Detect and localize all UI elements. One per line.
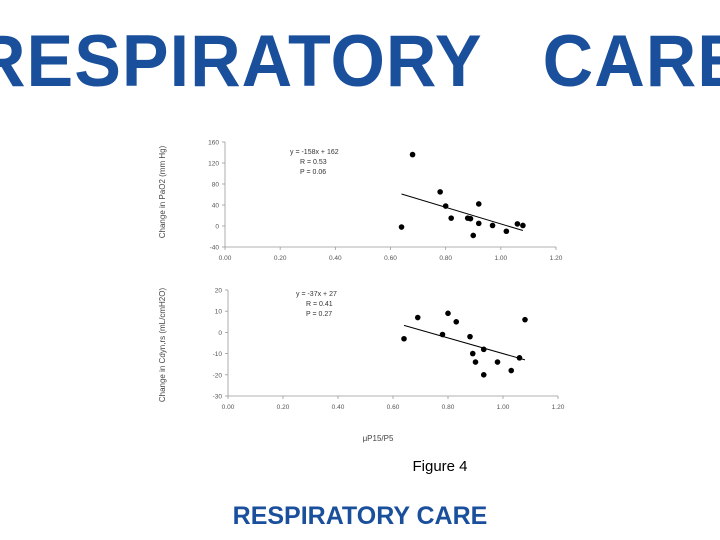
bottom-x-tick-label: 1.20 (552, 404, 565, 411)
bottom-y-tick-label: -20 (213, 372, 223, 379)
top-data-point (467, 215, 474, 222)
top-x-tick-label: 1.20 (550, 255, 563, 262)
top-y-tick-label: 120 (208, 161, 219, 168)
top-y-tick-label: 40 (212, 203, 220, 210)
top-y-axis-label: Change in PaO2 (mm Hg) (158, 145, 167, 238)
bottom-data-point (522, 316, 528, 323)
bottom-data-point (516, 355, 523, 361)
bottom-x-tick-label: 0.40 (332, 404, 345, 411)
bottom-data-point (480, 372, 487, 378)
top-data-point (503, 228, 510, 235)
bottom-data-point (469, 350, 476, 357)
top-data-point (442, 203, 449, 209)
top-data-point (409, 151, 416, 158)
top-y-tick-label: 160 (208, 140, 219, 147)
top-x-tick-label: 0.80 (439, 255, 452, 262)
bottom-data-point (472, 359, 479, 365)
bottom-data-point (453, 319, 460, 325)
top-regression-annotation: P = 0.06 (300, 169, 326, 176)
top-data-point (514, 221, 521, 227)
bottom-data-point (480, 346, 487, 353)
top-trendline (401, 193, 524, 232)
bottom-x-tick-label: 0.20 (277, 404, 290, 411)
top-x-tick-label: 0.60 (384, 255, 397, 262)
top-x-tick-label: 0.20 (274, 255, 287, 262)
bottom-x-tick-label: 0.00 (222, 404, 235, 411)
bottom-x-tick-label: 0.60 (387, 404, 400, 411)
top-data-point (448, 215, 454, 221)
bottom-data-point (494, 359, 501, 365)
bottom-y-tick-label: 20 (215, 288, 223, 295)
bottom-x-tick-label: 1.00 (497, 404, 510, 411)
top-data-point (489, 222, 496, 229)
top-y-tick-label: -40 (210, 245, 220, 252)
top-regression-annotation: R = 0.53 (300, 159, 327, 166)
bottom-trendline (403, 324, 526, 361)
top-chart-panel: 0.00 0.20 0.40 0.60 0.80 1.00 1.20 -40 0 40 80 120 1… (158, 140, 563, 263)
bottom-regression-annotation: P = 0.27 (306, 311, 332, 318)
top-data-point (398, 224, 405, 230)
top-data-point (520, 222, 526, 229)
bottom-data-point (445, 310, 451, 317)
bottom-chart-panel: 0.00 0.20 0.40 0.60 0.80 1.00 1.20 -30 -20 -10 0 10… (158, 288, 565, 444)
bottom-y-tick-label: -30 (213, 394, 223, 401)
top-data-point (470, 232, 477, 239)
bottom-y-axis-label: Change in Cdyn,rs (mL/cmH2O) (158, 288, 167, 403)
top-data-point (475, 201, 482, 207)
bottom-data-point (439, 331, 446, 338)
bottom-data-point (414, 314, 421, 321)
bottom-x-tick-label: 0.80 (442, 404, 455, 411)
bottom-y-tick-label: 10 (215, 309, 223, 316)
bottom-x-axis-label: μP15/P5 (363, 434, 394, 443)
bottom-y-tick-label: -10 (213, 351, 223, 358)
bottom-regression-annotation: y = -37x + 27 (296, 291, 337, 298)
top-regression-annotation: y = -158x + 162 (290, 149, 339, 156)
figure-caption: Figure 4 (412, 458, 468, 475)
journal-logo-footer: RESPIRATORY CARE (232, 501, 488, 530)
top-x-tick-label: 0.40 (329, 255, 342, 262)
bottom-data-point (467, 333, 473, 340)
top-y-tick-label: 80 (212, 182, 220, 189)
bottom-regression-annotation: R = 0.41 (306, 301, 333, 308)
top-data-point (475, 220, 482, 227)
top-y-tick-label: 0 (215, 224, 219, 231)
bottom-y-tick-label: 0 (218, 330, 222, 337)
bottom-data-point (401, 335, 407, 342)
bottom-data-point (508, 367, 515, 374)
top-x-tick-label: 0.00 (219, 255, 232, 262)
top-x-tick-label: 1.00 (495, 255, 508, 262)
top-data-point (437, 189, 443, 195)
